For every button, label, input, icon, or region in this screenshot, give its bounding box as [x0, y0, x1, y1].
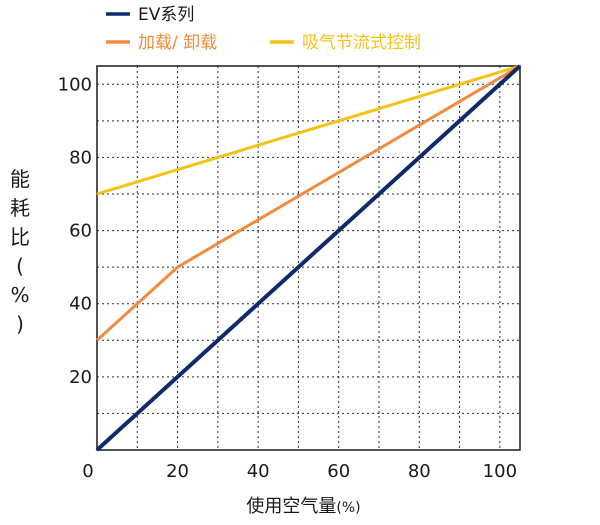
y-axis-label-char: 耗 — [10, 196, 30, 220]
y-axis-label-char: ) — [16, 312, 24, 336]
legend-label: EV系列 — [138, 5, 194, 25]
series-layer — [95, 64, 522, 452]
y-tick-label: 40 — [69, 294, 92, 315]
y-axis-label-char: 能 — [10, 167, 30, 191]
plot-frame — [96, 65, 521, 451]
y-tick-label: 100 — [58, 74, 92, 95]
y-axis-label-char: 比 — [10, 225, 30, 249]
legend-label: 加载/ 卸载 — [138, 33, 217, 53]
y-tick-label: 80 — [69, 147, 92, 168]
y-tick-labels: 20 40 60 80 100 — [58, 74, 92, 388]
series-line-1 — [95, 64, 521, 342]
x-tick-labels: 0 20 40 60 80 100 — [82, 461, 517, 482]
x-tick-label: 40 — [247, 461, 270, 482]
y-axis-label-char: % — [10, 283, 29, 307]
x-axis-label-unit: (%) — [336, 500, 360, 516]
x-tick-label: 0 — [82, 461, 93, 482]
series-line-2 — [96, 64, 521, 196]
series-line-0 — [95, 64, 522, 452]
y-axis-label-char: ( — [16, 254, 24, 278]
legend-label: 吸气节流式控制 — [302, 33, 421, 53]
x-tick-label: 60 — [327, 461, 350, 482]
x-axis-label: 使用空气量(%) — [246, 496, 360, 517]
x-tick-label: 100 — [483, 461, 517, 482]
y-tick-label: 20 — [69, 367, 92, 388]
grid — [97, 66, 520, 450]
y-tick-label: 60 — [69, 221, 92, 242]
x-tick-label: 80 — [408, 461, 431, 482]
x-tick-label: 20 — [166, 461, 189, 482]
x-axis-label-text: 使用空气量 — [246, 496, 336, 517]
y-axis-label: 能耗比 (%) — [10, 167, 30, 336]
